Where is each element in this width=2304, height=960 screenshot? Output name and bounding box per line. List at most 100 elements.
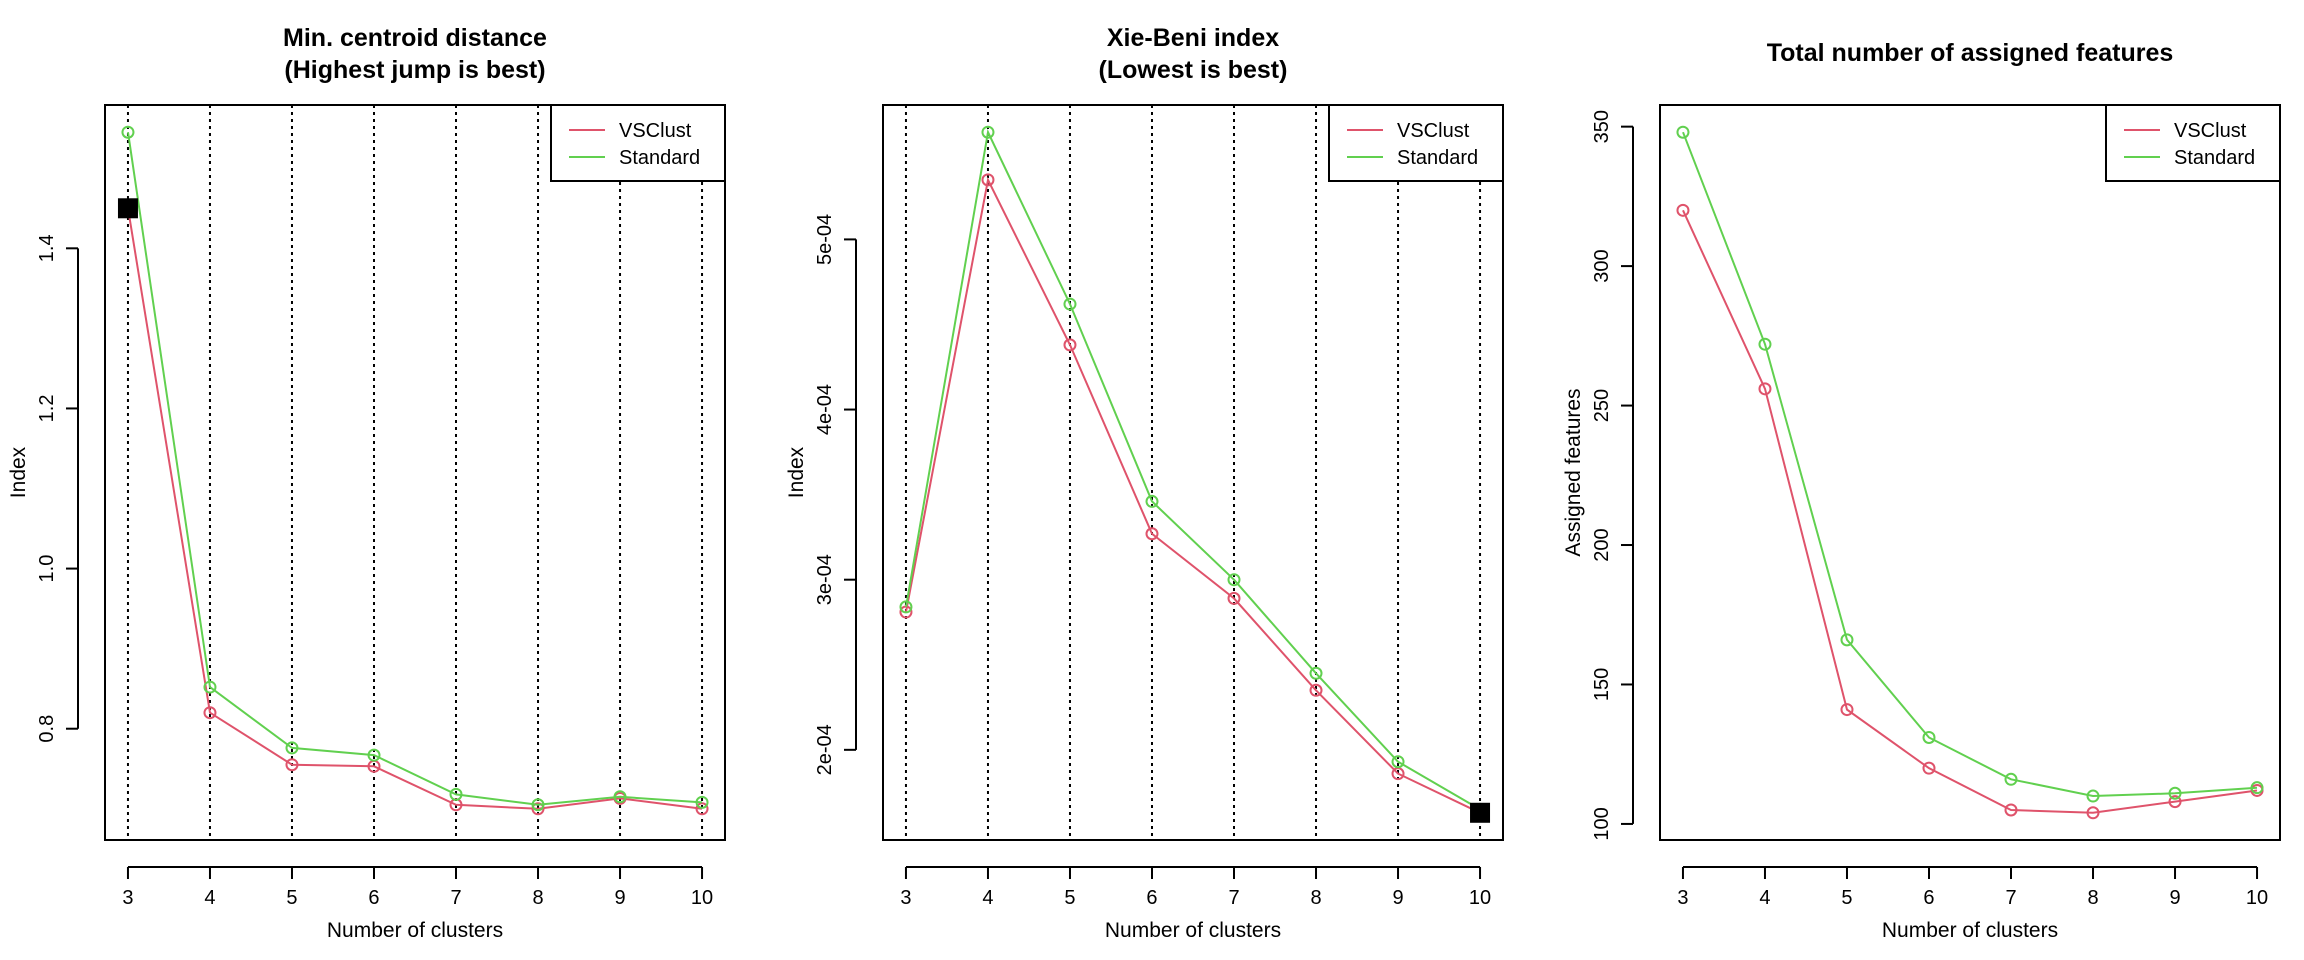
y-axis-label: Assigned features bbox=[1562, 388, 1585, 556]
x-tick-label: 10 bbox=[691, 887, 713, 909]
x-tick-label: 4 bbox=[204, 887, 215, 909]
x-axis-label: Number of clusters bbox=[327, 919, 503, 942]
x-tick-label: 3 bbox=[900, 887, 911, 909]
data-point bbox=[981, 173, 995, 187]
x-tick-label: 6 bbox=[368, 887, 379, 909]
legend-label: Standard bbox=[619, 147, 700, 169]
legend-box bbox=[550, 104, 726, 182]
data-point bbox=[981, 125, 995, 139]
data-point bbox=[203, 680, 217, 694]
data-point bbox=[367, 748, 381, 762]
data-point bbox=[2086, 806, 2100, 820]
chart-title: Total number of assigned features bbox=[1767, 39, 2174, 67]
data-point bbox=[1145, 494, 1159, 508]
data-point bbox=[2004, 803, 2018, 817]
x-tick-label: 9 bbox=[614, 887, 625, 909]
series-line-vsclust bbox=[905, 176, 1481, 814]
y-tick-label: 2e-04 bbox=[814, 724, 836, 775]
legend-label: Standard bbox=[2174, 147, 2255, 169]
plot-frame bbox=[882, 104, 1504, 841]
best-marker bbox=[117, 198, 138, 219]
data-point bbox=[899, 600, 913, 614]
legend: VSClust Standard bbox=[550, 104, 726, 182]
data-point bbox=[613, 790, 627, 804]
series-line-standard bbox=[1682, 131, 2258, 798]
data-point bbox=[2086, 789, 2100, 803]
x-tick-label: 10 bbox=[1469, 887, 1491, 909]
x-tick-label: 7 bbox=[450, 887, 461, 909]
x-tick-label: 5 bbox=[1841, 887, 1852, 909]
data-point bbox=[531, 798, 545, 812]
y-tick-label: 350 bbox=[1591, 110, 1613, 143]
y-tick-label: 1.0 bbox=[36, 555, 58, 583]
data-point bbox=[531, 802, 545, 816]
y-axis-label: Index bbox=[7, 446, 30, 498]
legend-label: Standard bbox=[1397, 147, 1478, 169]
chart-title: Min. centroid distance bbox=[283, 24, 547, 52]
x-tick-label: 7 bbox=[2005, 887, 2016, 909]
data-point bbox=[2250, 781, 2264, 795]
data-point bbox=[1758, 382, 1772, 396]
data-point bbox=[1227, 591, 1241, 605]
data-point bbox=[1758, 337, 1772, 351]
y-tick-label: 1.4 bbox=[36, 234, 58, 262]
x-tick-label: 8 bbox=[2087, 887, 2098, 909]
data-point bbox=[1063, 297, 1077, 311]
x-axis-label: Number of clusters bbox=[1882, 919, 2058, 942]
data-point bbox=[1676, 203, 1690, 217]
data-point bbox=[1309, 683, 1323, 697]
x-tick-label: 5 bbox=[286, 887, 297, 909]
legend-label: VSClust bbox=[2174, 120, 2247, 142]
y-tick-label: 4e-04 bbox=[814, 384, 836, 435]
data-point bbox=[1922, 761, 1936, 775]
data-point bbox=[203, 706, 217, 720]
x-tick-label: 4 bbox=[982, 887, 993, 909]
plot-frame bbox=[104, 104, 726, 841]
legend-label: VSClust bbox=[619, 120, 692, 142]
chart-panel-3: Total number of assigned features 3 4 5 6 7 8 9… bbox=[1562, 39, 2281, 942]
data-point bbox=[1676, 125, 1690, 139]
legend: VSClust Standard bbox=[1328, 104, 1504, 182]
chart-title: Xie-Beni index bbox=[1107, 24, 1279, 52]
series-line-vsclust bbox=[1682, 209, 2258, 814]
data-point bbox=[2168, 786, 2182, 800]
y-tick-label: 100 bbox=[1591, 807, 1613, 840]
x-tick-label: 10 bbox=[2246, 887, 2268, 909]
series-line-standard bbox=[127, 132, 703, 806]
data-point bbox=[1840, 633, 1854, 647]
plot-frame bbox=[1659, 104, 2281, 841]
data-point bbox=[1922, 730, 1936, 744]
legend-box bbox=[1328, 104, 1504, 182]
data-point bbox=[2168, 795, 2182, 809]
x-tick-label: 6 bbox=[1146, 887, 1157, 909]
y-tick-label: 5e-04 bbox=[814, 214, 836, 265]
x-tick-label: 3 bbox=[122, 887, 133, 909]
y-tick-label: 300 bbox=[1591, 249, 1613, 282]
chart-subtitle: (Highest jump is best) bbox=[284, 56, 545, 84]
data-point bbox=[695, 802, 709, 816]
x-tick-label: 6 bbox=[1923, 887, 1934, 909]
y-tick-label: 0.8 bbox=[36, 715, 58, 743]
chart-subtitle: (Lowest is best) bbox=[1099, 56, 1288, 84]
data-point bbox=[285, 758, 299, 772]
x-tick-label: 8 bbox=[532, 887, 543, 909]
chart-panel-1: Min. centroid distance (Highest jump is b… bbox=[7, 24, 726, 942]
data-point bbox=[1227, 573, 1241, 587]
x-tick-label: 9 bbox=[2169, 887, 2180, 909]
x-tick-label: 5 bbox=[1064, 887, 1075, 909]
data-point bbox=[1145, 527, 1159, 541]
data-point bbox=[449, 787, 463, 801]
data-point bbox=[1840, 703, 1854, 717]
x-tick-label: 4 bbox=[1759, 887, 1770, 909]
data-point bbox=[285, 741, 299, 755]
y-tick-label: 3e-04 bbox=[814, 554, 836, 605]
data-point bbox=[1391, 755, 1405, 769]
legend-box bbox=[2105, 104, 2281, 182]
legend-label: VSClust bbox=[1397, 120, 1470, 142]
x-tick-label: 9 bbox=[1392, 887, 1403, 909]
x-axis-label: Number of clusters bbox=[1105, 919, 1281, 942]
y-tick-label: 1.2 bbox=[36, 395, 58, 423]
y-tick-label: 250 bbox=[1591, 389, 1613, 422]
data-point bbox=[1063, 338, 1077, 352]
series-line-vsclust bbox=[127, 208, 703, 810]
